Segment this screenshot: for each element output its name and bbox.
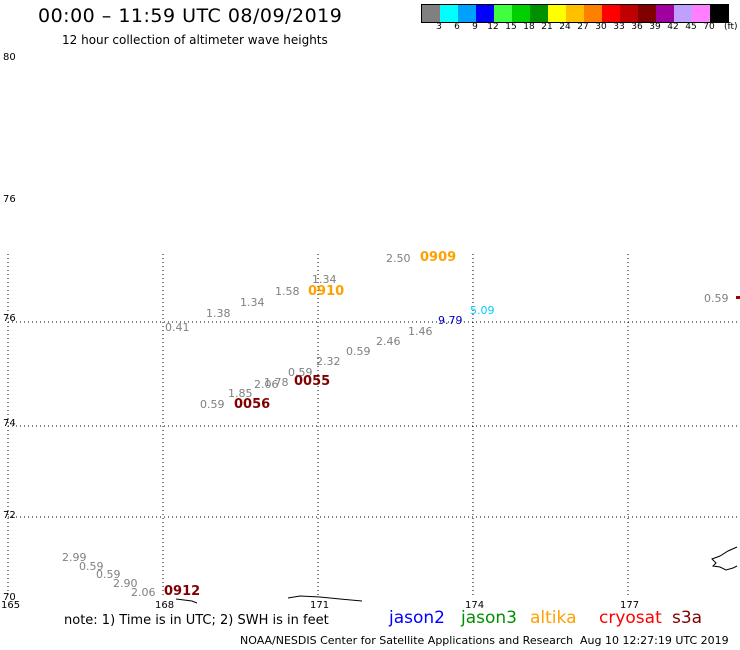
- graticule: [7, 254, 737, 598]
- lat-label-70: 70: [3, 592, 16, 603]
- legend-altika: altika: [530, 608, 577, 628]
- color-scale-swatch: [440, 5, 458, 22]
- color-scale-swatch: [710, 5, 728, 22]
- color-scale-swatch: [584, 5, 602, 22]
- pass-time-label: 0909: [420, 250, 457, 265]
- pass-time-label: 0912: [164, 584, 201, 599]
- color-scale-swatch: [458, 5, 476, 22]
- legend-jason3: jason3: [461, 608, 517, 628]
- lat-label-80: 80: [3, 52, 16, 63]
- color-scale-swatch: [566, 5, 584, 22]
- wave-height-value: 1.85: [228, 387, 253, 400]
- wave-height-value: 2.50: [386, 252, 411, 265]
- scale-label: 6: [454, 22, 460, 32]
- wave-height-value: 0.59: [79, 560, 104, 573]
- color-scale-swatch: [476, 5, 494, 22]
- page-subtitle: 12 hour collection of altimeter wave hei…: [62, 33, 328, 47]
- scale-label: 27: [577, 22, 589, 32]
- pass-time-label: 0910: [308, 284, 345, 299]
- lat-label-74: 74: [3, 418, 16, 429]
- footer-credit: NOAA/NESDIS Center for Satellite Applica…: [240, 634, 574, 647]
- wave-height-value: 2.46: [376, 335, 401, 348]
- wave-height-value: 9.79: [438, 314, 463, 327]
- scale-label: 24: [559, 22, 571, 32]
- wave-height-value: 1.46: [408, 325, 433, 338]
- color-scale-swatch: [512, 5, 530, 22]
- coastline-south: [287, 595, 363, 602]
- scale-label: 30: [595, 22, 607, 32]
- pass-time-label: 0056: [234, 397, 271, 412]
- scale-label: 42: [667, 22, 679, 32]
- legend-cryosat: cryosat: [599, 608, 662, 628]
- wave-height-value: 2.99: [62, 551, 87, 564]
- color-scale-swatch: [638, 5, 656, 22]
- lat-label-78: 76: [3, 194, 16, 205]
- footer-timestamp: Aug 10 12:27:19 UTC 2019: [580, 634, 729, 647]
- scale-label: 9: [472, 22, 478, 32]
- scale-label: 45: [685, 22, 697, 32]
- lon-label-177: 177: [620, 600, 640, 611]
- scale-label: 15: [505, 22, 517, 32]
- page-title: 00:00 – 11:59 UTC 08/09/2019: [38, 5, 343, 27]
- color-scale-swatch: [530, 5, 548, 22]
- scale-label: 36: [631, 22, 643, 32]
- wave-height-value: 1.38: [206, 307, 231, 320]
- wave-height-value: 2.90: [113, 577, 138, 590]
- color-scale-swatch: [656, 5, 674, 22]
- color-scale-swatch: [692, 5, 710, 22]
- wave-height-value: 0.41: [165, 321, 190, 334]
- lat-label-76: 76: [3, 313, 16, 324]
- wave-height-value: 1.34: [240, 296, 265, 309]
- color-scale-swatch: [494, 5, 512, 22]
- legend-jason2: jason2: [389, 608, 445, 628]
- lon-label-174: 174: [465, 600, 485, 611]
- coastline-east: [711, 546, 738, 571]
- wave-height-color-scale: [421, 4, 729, 23]
- wave-height-value: 2.06: [131, 586, 156, 599]
- color-scale-swatch: [620, 5, 638, 22]
- scale-label: 12: [487, 22, 499, 32]
- scale-label: 21: [541, 22, 553, 32]
- wave-height-value: 0.59: [96, 568, 121, 581]
- wave-height-value: 1.34: [312, 273, 337, 286]
- pass-time-label: 0055: [294, 374, 331, 389]
- color-scale-swatch: [674, 5, 692, 22]
- lat-label-72: 72: [3, 510, 16, 521]
- scale-label: 33: [613, 22, 625, 32]
- wave-height-value: 2.06: [254, 378, 279, 391]
- color-scale-swatch: [602, 5, 620, 22]
- wave-height-value: 0.59: [346, 345, 371, 358]
- scale-label: 3: [436, 22, 442, 32]
- scale-label: 70: [703, 22, 715, 32]
- wave-height-value: 0.59: [200, 398, 225, 411]
- wave-height-value: 0.59: [288, 366, 313, 379]
- color-scale-swatch: [422, 5, 440, 22]
- lon-label-168: 168: [155, 600, 175, 611]
- wave-height-value: 5.09: [470, 304, 495, 317]
- units-note: note: 1) Time is in UTC; 2) SWH is in fe…: [64, 613, 329, 628]
- wave-height-value: 0.59: [704, 292, 729, 305]
- wave-height-value: 2.32: [316, 355, 341, 368]
- color-scale-swatch: [548, 5, 566, 22]
- scale-label: 18: [523, 22, 535, 32]
- scale-unit: (ft): [724, 22, 738, 32]
- coastline: [175, 546, 738, 604]
- scale-label: 39: [649, 22, 661, 32]
- wave-height-value: 1.58: [275, 285, 300, 298]
- coastline-southwest: [175, 598, 198, 604]
- lon-label-171: 171: [310, 600, 330, 611]
- legend-s3a: s3a: [672, 608, 703, 628]
- offscreen-marker: [736, 296, 740, 299]
- wave-height-value: 1.78: [264, 376, 289, 389]
- lon-label-165: 165: [1, 600, 21, 611]
